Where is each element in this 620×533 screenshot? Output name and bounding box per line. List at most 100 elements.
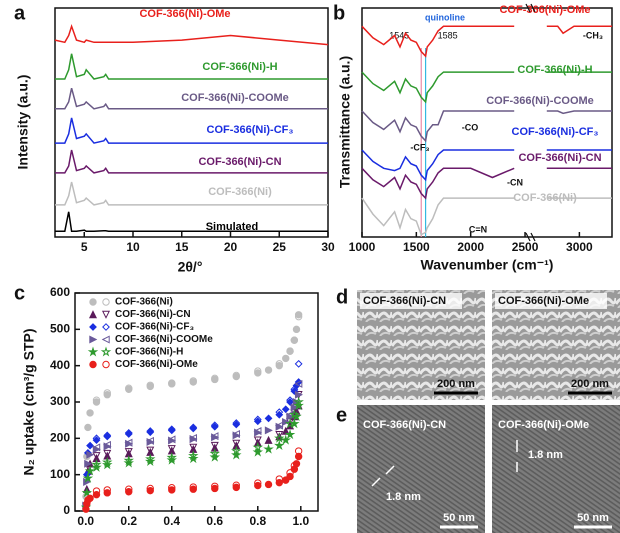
data-point <box>265 481 271 487</box>
legend-label: COF-366(Ni)-COOMe <box>115 334 213 345</box>
data-point <box>265 415 271 421</box>
panel-label: e <box>336 404 347 426</box>
legend-marker <box>90 336 96 342</box>
data-point <box>233 432 239 438</box>
series-label: COF-366(Ni) <box>208 186 272 198</box>
axis-break <box>526 4 535 241</box>
data-point <box>93 491 99 497</box>
series-label: COF-366(Ni)-H <box>202 61 277 73</box>
series-line <box>55 26 328 44</box>
data-point <box>147 487 153 493</box>
data-point <box>87 442 93 448</box>
data-point <box>212 485 218 491</box>
plot-frame <box>75 293 318 511</box>
x-tick-label: 2000 <box>457 240 484 254</box>
data-point <box>293 461 299 467</box>
data-point <box>295 312 301 318</box>
series-label: COF-366(Ni)-OMe <box>499 4 590 16</box>
annotation: -CN <box>507 177 523 187</box>
y-axis-label: Intensity (a.u.) <box>15 75 31 170</box>
annotation: -CF₃ <box>410 142 429 152</box>
y-tick-label: 100 <box>50 467 70 481</box>
data-point <box>85 424 91 430</box>
x-tick-label: 0.4 <box>163 514 180 528</box>
data-point <box>255 370 261 376</box>
micrograph-label: COF-366(Ni)-OMe <box>498 419 589 431</box>
series-label: COF-366(Ni)-CN <box>198 156 281 168</box>
series-label: COF-366(Ni)-OMe <box>139 8 230 20</box>
legend-label: COF-366(Ni) <box>115 297 173 308</box>
x-tick-label: 0.0 <box>77 514 94 528</box>
legend-label: COF-366(Ni)-OMe <box>115 359 198 370</box>
legend-marker <box>90 361 96 367</box>
y-tick-label: 200 <box>50 431 70 445</box>
data-point <box>233 373 239 379</box>
data-point <box>93 446 99 452</box>
micrograph-label: COF-366(Ni)-OMe <box>498 295 589 307</box>
legend-label: COF-366(Ni)-CF₃ <box>115 322 194 333</box>
data-point <box>293 326 299 332</box>
y-tick-label: 600 <box>50 285 70 299</box>
y-tick-label: 0 <box>63 503 70 517</box>
annotation: quinoline <box>425 12 465 22</box>
series-line <box>55 54 328 79</box>
data-point <box>287 348 293 354</box>
legend-marker <box>103 336 109 342</box>
series-label: COF-366(Ni) <box>513 192 577 204</box>
data-point <box>211 453 218 460</box>
legend-marker <box>102 348 109 355</box>
scale-label: 200 nm <box>437 378 475 390</box>
figure: COF-366(Ni)-CN COF-366(Ni)-OMe 200 nm 20… <box>0 0 620 533</box>
annotation: -CO <box>462 122 479 132</box>
series-line <box>55 212 328 232</box>
data-point <box>126 386 132 392</box>
legend-label: COF-366(Ni)-CN <box>115 309 191 320</box>
spacing-label: 1.8 nm <box>528 449 563 461</box>
x-tick-label: 1500 <box>403 240 430 254</box>
x-tick-label: 0.8 <box>249 514 266 528</box>
x-tick-label: 1000 <box>349 240 376 254</box>
data-point <box>87 410 93 416</box>
legend-marker <box>89 348 96 355</box>
data-point <box>93 399 99 405</box>
annotation: -CH₃ <box>583 30 603 40</box>
data-point <box>126 489 132 495</box>
x-tick-label: 0.6 <box>206 514 223 528</box>
x-tick-label: 0.2 <box>120 514 137 528</box>
micrograph-label: COF-366(Ni)-CN <box>363 295 446 307</box>
data-point <box>87 495 93 501</box>
data-point <box>190 486 196 492</box>
panel-label: c <box>14 282 25 304</box>
data-point <box>265 445 272 452</box>
legend-marker <box>103 299 109 305</box>
data-point <box>147 383 153 389</box>
x-tick-label: 5 <box>81 240 88 254</box>
series-label: COF-366(Ni)-CN <box>518 152 601 164</box>
data-point <box>295 361 301 367</box>
y-axis-label: N₂ uptake (cm³/g STP) <box>21 328 37 475</box>
data-point <box>233 451 240 458</box>
scale-label: 50 nm <box>443 512 475 524</box>
data-point <box>104 490 110 496</box>
legend-marker <box>103 361 109 367</box>
legend-marker <box>103 311 109 317</box>
panel-label: a <box>14 2 26 24</box>
micrographs: COF-366(Ni)-CN COF-366(Ni)-OMe 200 nm 20… <box>357 290 620 533</box>
data-point <box>283 406 289 412</box>
data-point <box>254 448 261 455</box>
data-point <box>255 482 261 488</box>
scale-label: 50 nm <box>577 512 609 524</box>
data-point <box>283 355 289 361</box>
series-line <box>55 182 328 205</box>
x-tick-label: 2500 <box>512 240 539 254</box>
y-tick-label: 300 <box>50 394 70 408</box>
data-point <box>169 381 175 387</box>
scale-label: 200 nm <box>571 378 609 390</box>
data-point <box>265 437 271 443</box>
data-point <box>104 392 110 398</box>
data-point <box>255 429 261 435</box>
y-axis-label: Transmittance (a.u.) <box>337 56 353 188</box>
data-point <box>276 479 282 485</box>
spacing-label: 1.8 nm <box>386 491 421 503</box>
x-tick-label: 30 <box>321 240 335 254</box>
